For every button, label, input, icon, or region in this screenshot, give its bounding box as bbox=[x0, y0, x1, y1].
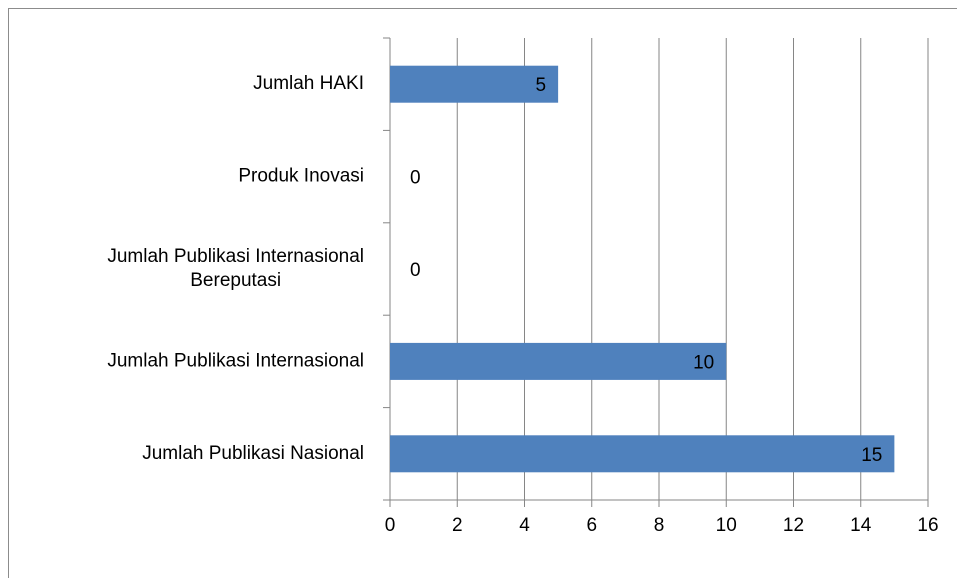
x-tick-label: 2 bbox=[452, 515, 463, 536]
chart-border bbox=[8, 8, 957, 578]
data-label: 0 bbox=[410, 260, 421, 281]
x-tick-label: 8 bbox=[654, 515, 665, 536]
data-label: 5 bbox=[536, 75, 547, 96]
x-tick-label: 10 bbox=[716, 515, 737, 536]
bar bbox=[390, 65, 559, 103]
y-tick-label: Jumlah Publikasi Nasional bbox=[142, 443, 364, 464]
bar bbox=[390, 435, 895, 473]
data-label: 15 bbox=[861, 445, 882, 466]
y-tick-label: Jumlah HAKI bbox=[253, 73, 364, 94]
data-label: 10 bbox=[693, 352, 714, 373]
x-tick-label: 16 bbox=[917, 515, 938, 536]
x-tick-label: 6 bbox=[586, 515, 597, 536]
y-tick-label: Jumlah Publikasi Internasional Bereputasi bbox=[107, 246, 364, 291]
x-tick-label: 12 bbox=[783, 515, 804, 536]
bar bbox=[390, 342, 727, 380]
data-label: 0 bbox=[410, 168, 421, 189]
y-tick-label: Jumlah Publikasi Internasional bbox=[107, 350, 364, 371]
x-tick-label: 14 bbox=[850, 515, 872, 536]
y-tick-label: Produk Inovasi bbox=[238, 166, 364, 187]
x-tick-label: 0 bbox=[385, 515, 396, 536]
x-tick-label: 4 bbox=[519, 515, 530, 536]
